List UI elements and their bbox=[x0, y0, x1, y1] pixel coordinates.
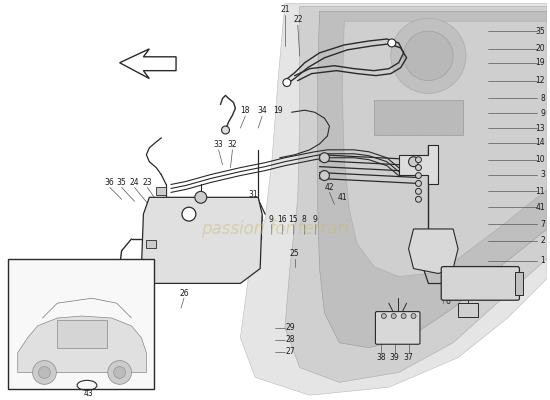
Text: 35: 35 bbox=[535, 26, 545, 36]
Circle shape bbox=[415, 180, 421, 186]
Polygon shape bbox=[317, 11, 547, 348]
Text: 12: 12 bbox=[536, 76, 545, 85]
Text: 2: 2 bbox=[541, 236, 545, 245]
Text: 12: 12 bbox=[245, 214, 255, 224]
Text: 32: 32 bbox=[228, 140, 237, 149]
Bar bbox=[458, 303, 478, 317]
Circle shape bbox=[404, 31, 453, 80]
Circle shape bbox=[182, 207, 196, 221]
Text: 16: 16 bbox=[277, 214, 287, 224]
Polygon shape bbox=[285, 6, 547, 382]
Text: 1: 1 bbox=[541, 256, 545, 265]
Text: 27: 27 bbox=[285, 347, 295, 356]
Text: 34: 34 bbox=[257, 106, 267, 115]
Circle shape bbox=[114, 366, 125, 378]
Text: 30: 30 bbox=[244, 205, 253, 214]
Circle shape bbox=[415, 188, 421, 194]
Circle shape bbox=[411, 314, 416, 318]
Text: 39: 39 bbox=[390, 353, 400, 362]
Text: 25: 25 bbox=[290, 249, 300, 258]
Text: 6: 6 bbox=[446, 297, 450, 306]
Text: 22: 22 bbox=[293, 15, 303, 24]
Circle shape bbox=[320, 153, 329, 163]
Text: 43: 43 bbox=[84, 389, 94, 398]
Bar bbox=[57, 320, 107, 348]
Polygon shape bbox=[399, 145, 438, 184]
Text: 28: 28 bbox=[285, 335, 295, 344]
Circle shape bbox=[415, 196, 421, 202]
Text: 37: 37 bbox=[404, 353, 414, 362]
Polygon shape bbox=[120, 49, 176, 78]
Circle shape bbox=[115, 264, 125, 274]
Polygon shape bbox=[240, 3, 547, 395]
Circle shape bbox=[222, 126, 229, 134]
Text: 8: 8 bbox=[258, 214, 263, 224]
Text: 21: 21 bbox=[280, 5, 290, 14]
Circle shape bbox=[409, 157, 419, 167]
Text: 9: 9 bbox=[268, 214, 273, 224]
Bar bbox=[146, 240, 156, 248]
Text: 7: 7 bbox=[540, 220, 545, 228]
Text: 36: 36 bbox=[105, 178, 114, 187]
Circle shape bbox=[320, 170, 329, 180]
Text: 9: 9 bbox=[540, 109, 545, 118]
Polygon shape bbox=[409, 229, 458, 274]
Circle shape bbox=[388, 39, 395, 47]
Text: 10: 10 bbox=[536, 155, 545, 164]
Circle shape bbox=[390, 18, 466, 94]
Bar bbox=[515, 272, 524, 295]
Text: 15: 15 bbox=[288, 214, 298, 224]
Circle shape bbox=[391, 314, 396, 318]
Text: 33: 33 bbox=[214, 140, 223, 149]
Text: 11: 11 bbox=[536, 187, 545, 196]
Polygon shape bbox=[342, 21, 547, 276]
Text: 3: 3 bbox=[540, 170, 545, 179]
Text: 29: 29 bbox=[285, 324, 295, 332]
Text: 31: 31 bbox=[249, 190, 258, 199]
Circle shape bbox=[283, 78, 291, 86]
FancyBboxPatch shape bbox=[441, 266, 519, 300]
Text: 13: 13 bbox=[536, 124, 545, 132]
Text: 26: 26 bbox=[179, 289, 189, 298]
Bar bbox=[374, 100, 463, 135]
Text: 20: 20 bbox=[536, 44, 545, 53]
Text: 8: 8 bbox=[541, 94, 545, 103]
Circle shape bbox=[415, 172, 421, 178]
Circle shape bbox=[381, 314, 386, 318]
Circle shape bbox=[415, 165, 421, 170]
Text: 35: 35 bbox=[117, 178, 126, 187]
Bar bbox=[156, 188, 166, 195]
Text: 19: 19 bbox=[273, 106, 283, 115]
Polygon shape bbox=[18, 316, 146, 372]
Text: 18: 18 bbox=[240, 106, 250, 115]
Text: 8: 8 bbox=[301, 214, 306, 224]
Text: 40: 40 bbox=[254, 234, 263, 243]
Text: 17: 17 bbox=[234, 214, 243, 224]
Text: passion for ferrari: passion for ferrari bbox=[201, 220, 349, 238]
Text: 42: 42 bbox=[324, 183, 334, 192]
Circle shape bbox=[195, 191, 207, 203]
Text: 41: 41 bbox=[536, 203, 545, 212]
FancyBboxPatch shape bbox=[376, 312, 420, 344]
Text: 38: 38 bbox=[376, 353, 386, 362]
Text: 24: 24 bbox=[130, 178, 139, 187]
Text: 9: 9 bbox=[312, 214, 317, 224]
Bar bbox=[8, 259, 155, 389]
Text: 14: 14 bbox=[536, 138, 545, 147]
Text: 19: 19 bbox=[536, 58, 545, 67]
Circle shape bbox=[401, 314, 406, 318]
Circle shape bbox=[415, 157, 421, 163]
Text: 5: 5 bbox=[441, 284, 446, 293]
Text: 41: 41 bbox=[338, 193, 347, 202]
Circle shape bbox=[108, 360, 131, 384]
Circle shape bbox=[39, 366, 51, 378]
Circle shape bbox=[32, 360, 56, 384]
Polygon shape bbox=[141, 197, 262, 283]
Text: 23: 23 bbox=[142, 178, 152, 187]
